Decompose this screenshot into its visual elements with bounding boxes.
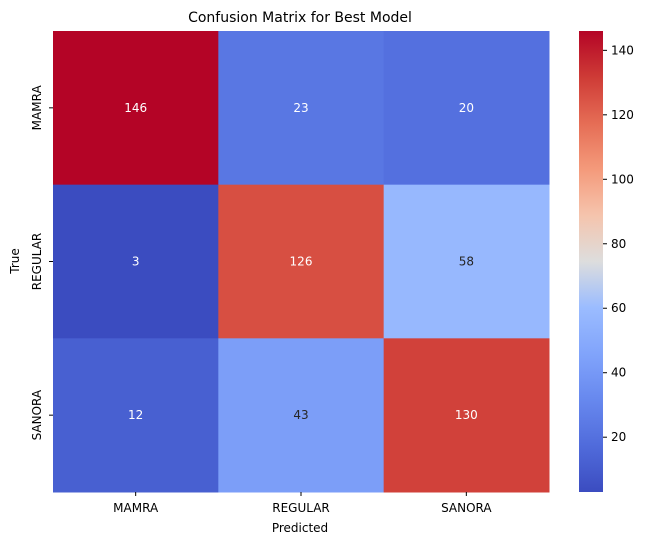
colorbar-tick-label: 140 bbox=[611, 43, 634, 57]
y-tick-label: MAMRA bbox=[30, 85, 44, 131]
colorbar: 20 40 60 80 100 120 140 bbox=[579, 31, 634, 492]
colorbar-tick-label: 120 bbox=[611, 108, 634, 122]
colorbar-tick-label: 60 bbox=[611, 301, 626, 315]
cell-value-label: 43 bbox=[293, 408, 308, 422]
cell-value-label: 126 bbox=[290, 255, 313, 269]
heatmap-cell bbox=[383, 31, 550, 186]
x-axis-ticks: MAMRA REGULAR SANORA bbox=[113, 492, 492, 515]
heatmap-cells: 146 23 20 3 126 58 12 43 130 bbox=[53, 31, 550, 493]
cell-value-label: 20 bbox=[459, 101, 474, 115]
colorbar-tick-label: 40 bbox=[611, 366, 626, 380]
heatmap-cell bbox=[383, 338, 550, 493]
cell-value-label: 58 bbox=[459, 255, 474, 269]
heatmap-cell bbox=[218, 184, 385, 339]
cell-value-label: 130 bbox=[455, 408, 478, 422]
x-tick-label: SANORA bbox=[441, 501, 492, 515]
cell-value-label: 146 bbox=[124, 101, 147, 115]
colorbar-gradient bbox=[579, 31, 603, 492]
y-axis-label: True bbox=[8, 248, 22, 275]
cell-value-label: 3 bbox=[132, 255, 140, 269]
heatmap-cell bbox=[53, 31, 219, 186]
y-tick-label: SANORA bbox=[30, 389, 44, 440]
x-tick-label: MAMRA bbox=[113, 501, 159, 515]
x-axis-label: Predicted bbox=[272, 521, 328, 535]
heatmap-cell bbox=[218, 338, 385, 493]
colorbar-tick-label: 20 bbox=[611, 430, 626, 444]
y-tick-label: REGULAR bbox=[30, 233, 44, 291]
cell-value-label: 12 bbox=[128, 408, 143, 422]
cell-value-label: 23 bbox=[293, 101, 308, 115]
colorbar-tick-label: 80 bbox=[611, 237, 626, 251]
heatmap-cell bbox=[53, 184, 219, 339]
heatmap-cell bbox=[383, 184, 550, 339]
chart-title: Confusion Matrix for Best Model bbox=[188, 10, 412, 26]
colorbar-tick-label: 100 bbox=[611, 172, 634, 186]
y-axis-ticks: MAMRA REGULAR SANORA bbox=[30, 85, 53, 440]
heatmap-cell bbox=[53, 338, 219, 493]
x-tick-label: REGULAR bbox=[272, 501, 330, 515]
heatmap-cell bbox=[218, 31, 385, 186]
